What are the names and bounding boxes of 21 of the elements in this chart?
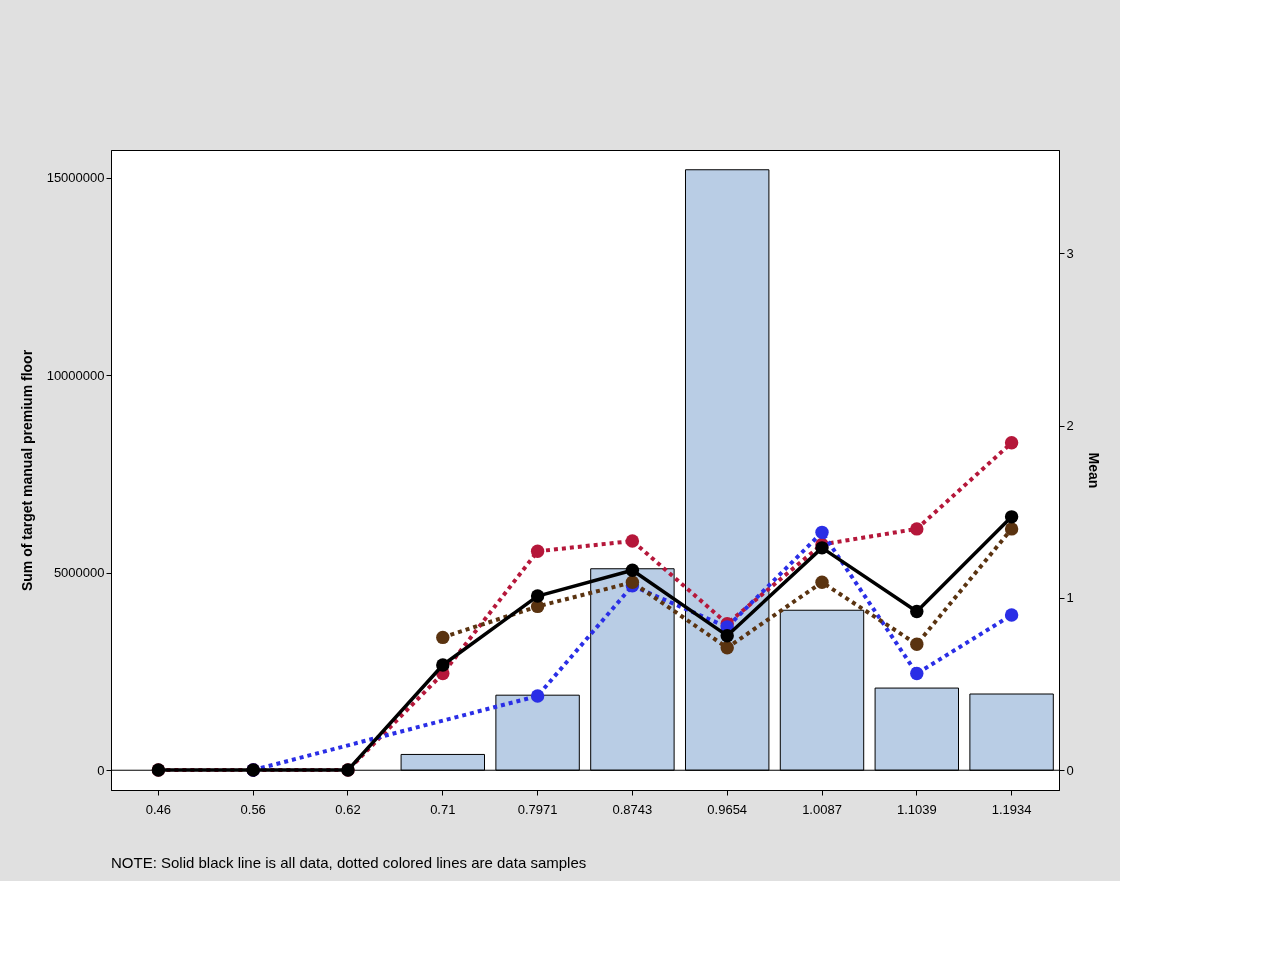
x-tick-label: 0.9654 (707, 801, 748, 817)
x-tick-label: 0.46 (145, 801, 172, 817)
y-tick-label: 5000000 (53, 565, 105, 581)
x-tick-label: 1.1934 (991, 801, 1032, 817)
y2-tick-label: 3 (1066, 245, 1074, 261)
y-tick-label: 0 (97, 762, 105, 778)
x-tick-label: 0.71 (430, 801, 456, 817)
text: NOTE: Solid black line is all data, dotted colored lines are data samples (111, 854, 587, 871)
x-tick-label: 0.7971 (517, 801, 558, 817)
x-tick-label: 0.8743 (612, 801, 653, 817)
y2-tick-label: 1 (1066, 590, 1074, 606)
y2-tick-label: 2 (1066, 418, 1074, 434)
y-tick-label: 10000000 (46, 367, 105, 383)
x-tick-label: 0.56 (240, 801, 266, 817)
y2-axis-title: Mean (1085, 452, 1102, 489)
y-axis-title: Sum of target manual premium floor (18, 349, 35, 592)
y2-tick-label: 0 (1066, 762, 1074, 778)
x-tick-label: 1.0087 (802, 801, 842, 817)
x-tick-label: 0.62 (335, 801, 361, 817)
x-tick-label: 1.1039 (896, 801, 937, 817)
y-tick-label: 15000000 (46, 170, 105, 186)
